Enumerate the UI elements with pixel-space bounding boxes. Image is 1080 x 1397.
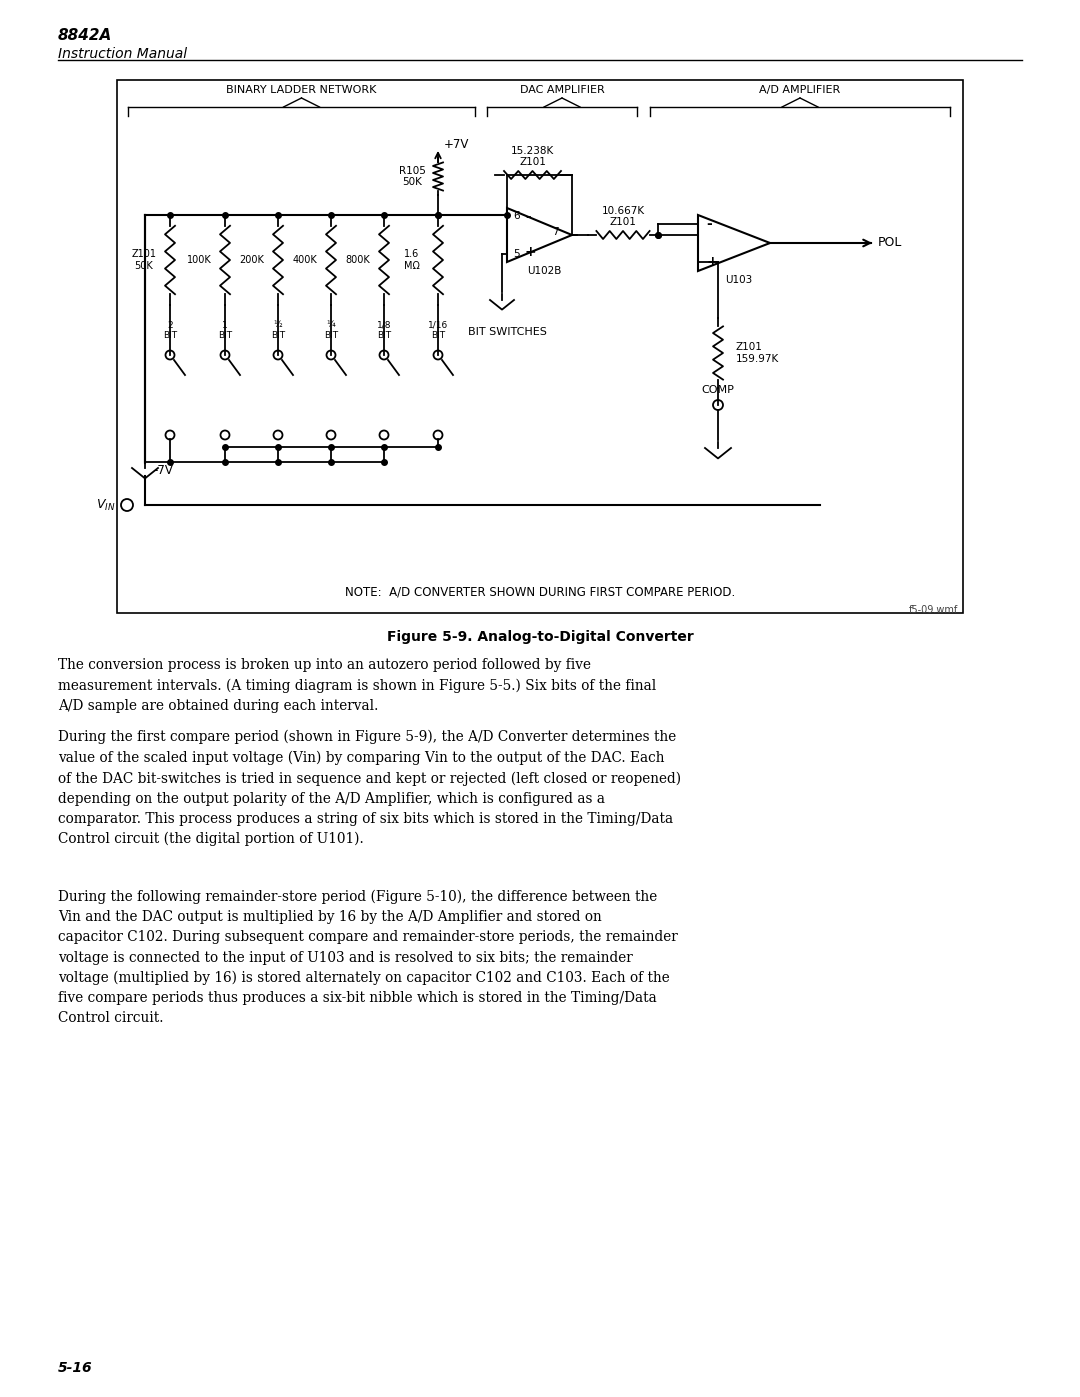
Text: Instruction Manual: Instruction Manual [58, 47, 187, 61]
Text: 15.238K: 15.238K [511, 147, 554, 156]
Text: +7V: +7V [444, 138, 470, 151]
Text: -7V: -7V [153, 464, 173, 476]
Text: The conversion process is broken up into an autozero period followed by five
mea: The conversion process is broken up into… [58, 658, 657, 712]
Text: A/D AMPLIFIER: A/D AMPLIFIER [759, 85, 840, 95]
Text: 800K: 800K [346, 256, 370, 265]
Text: f5-09.wmf: f5-09.wmf [908, 605, 958, 615]
Text: -: - [706, 217, 712, 231]
Text: During the first compare period (shown in Figure 5-9), the A/D Converter determi: During the first compare period (shown i… [58, 731, 681, 847]
Text: Figure 5-9. Analog-to-Digital Converter: Figure 5-9. Analog-to-Digital Converter [387, 630, 693, 644]
Text: 100K: 100K [187, 256, 212, 265]
Text: BIT SWITCHES: BIT SWITCHES [468, 327, 546, 337]
Text: 1/16
BIT: 1/16 BIT [428, 320, 448, 339]
Text: ½
BIT: ½ BIT [271, 320, 285, 339]
Text: Z101
50K: Z101 50K [132, 249, 157, 271]
Text: +: + [525, 244, 537, 258]
Text: U103: U103 [726, 275, 753, 285]
Text: Z101: Z101 [609, 217, 636, 226]
Text: 5-16: 5-16 [58, 1361, 93, 1375]
Text: POL: POL [878, 236, 903, 250]
Text: Z101: Z101 [519, 156, 545, 168]
Text: 6: 6 [513, 211, 519, 221]
Text: 7: 7 [552, 226, 558, 237]
Text: $V_{IN}$: $V_{IN}$ [95, 497, 114, 513]
Text: 1.6
MΩ: 1.6 MΩ [404, 249, 420, 271]
Text: 200K: 200K [240, 256, 265, 265]
Text: -: - [525, 210, 530, 224]
Text: R105
50K: R105 50K [399, 166, 426, 187]
Text: COMP: COMP [702, 386, 734, 395]
Text: U102B: U102B [527, 265, 562, 277]
Text: 5: 5 [513, 249, 519, 258]
Text: 1/8
BIT: 1/8 BIT [377, 320, 391, 339]
Text: ¼
BIT: ¼ BIT [324, 320, 338, 339]
Bar [117, 80, 963, 613]
Text: NOTE:  A/D CONVERTER SHOWN DURING FIRST COMPARE PERIOD.: NOTE: A/D CONVERTER SHOWN DURING FIRST C… [345, 585, 735, 598]
Text: 2
BIT: 2 BIT [163, 320, 177, 339]
Text: During the following remainder-store period (Figure 5-10), the difference betwee: During the following remainder-store per… [58, 890, 678, 1025]
Text: 10.667K: 10.667K [602, 205, 645, 217]
Text: 400K: 400K [293, 256, 318, 265]
Text: +: + [706, 256, 717, 270]
Text: DAC AMPLIFIER: DAC AMPLIFIER [519, 85, 605, 95]
Text: 8842A: 8842A [58, 28, 112, 43]
Text: BINARY LADDER NETWORK: BINARY LADDER NETWORK [227, 85, 377, 95]
Text: Z101
159.97K: Z101 159.97K [735, 342, 780, 363]
Text: 1
BIT: 1 BIT [218, 320, 232, 339]
